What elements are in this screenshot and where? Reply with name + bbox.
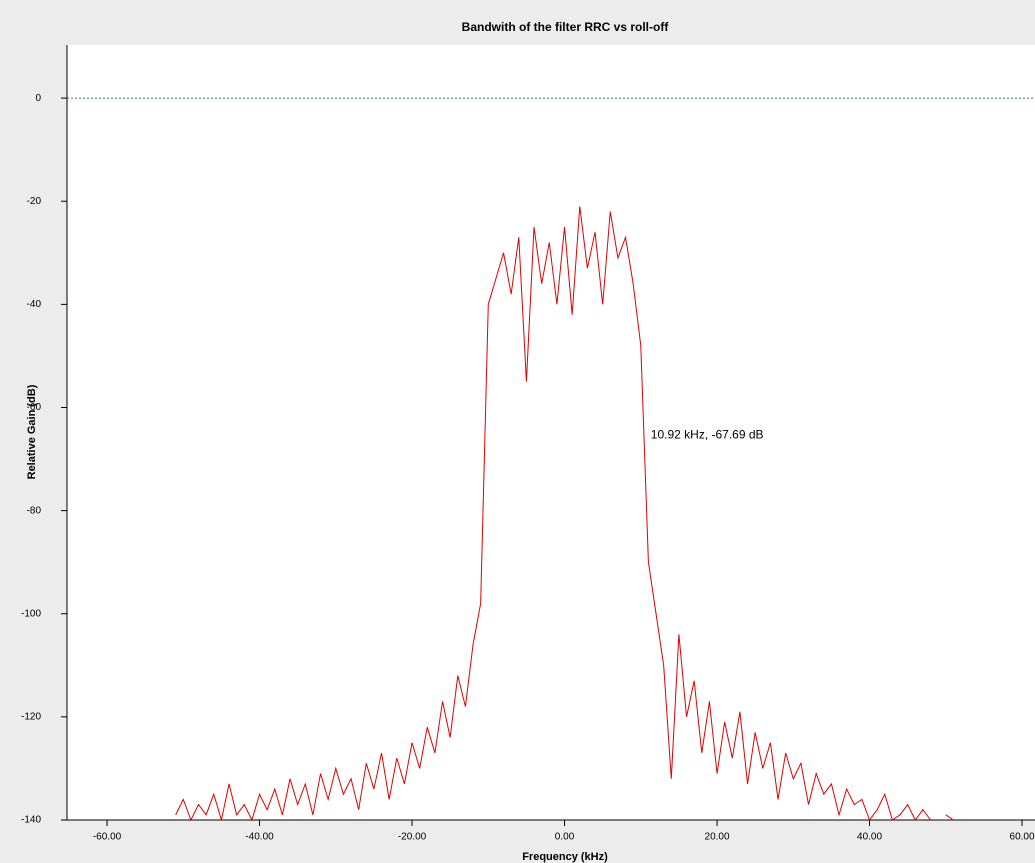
x-tick-label: 0.00 [555,832,575,843]
marker-label: 10.92 kHz, -67.69 dB [651,427,764,441]
x-tick-label: 60.00 [1010,832,1035,843]
y-tick-label: -120 [21,712,41,723]
y-tick-label: -140 [21,815,41,826]
x-tick-label: -20.00 [398,832,427,843]
y-tick-label: 0 [35,93,41,104]
y-tick-label: -80 [27,505,42,516]
y-tick-label: -100 [21,608,41,619]
x-axis-label: Frequency (kHz) [522,851,608,863]
y-axis-label: Relative Gain (dB) [26,384,38,479]
x-tick-label: 20.00 [705,832,730,843]
plot-area [67,45,1035,820]
y-tick-label: -40 [27,299,42,310]
x-tick-label: -60.00 [93,832,122,843]
chart-title: Bandwith of the filter RRC vs roll-off [462,20,670,34]
y-tick-label: -20 [27,196,42,207]
x-tick-label: 40.00 [857,832,882,843]
y-tick-label: -60 [27,402,42,413]
x-tick-label: -40.00 [245,832,274,843]
